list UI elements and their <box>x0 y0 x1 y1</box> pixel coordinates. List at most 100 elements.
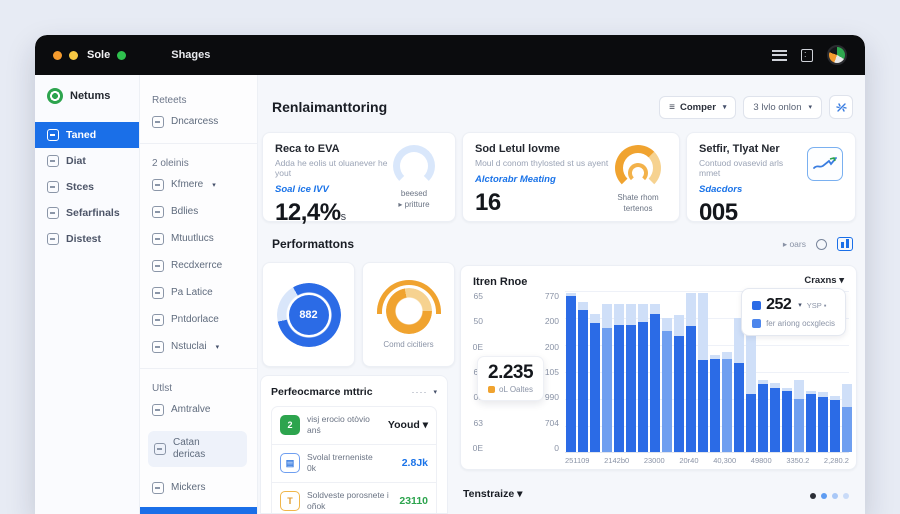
sidebar-item[interactable]: Mickers ▾ <box>152 482 247 494</box>
pagination-dot[interactable] <box>821 493 827 499</box>
bar[interactable] <box>602 291 612 452</box>
sidebar-item[interactable]: Amtralve ▾ <box>152 404 247 416</box>
sidebar-item[interactable]: Nstuclai ▾ <box>152 341 247 353</box>
x-tick-label: 20r40 <box>679 456 699 465</box>
bar[interactable] <box>794 291 804 452</box>
bar[interactable] <box>638 291 648 452</box>
more-menu-icon[interactable]: ···· <box>411 387 428 397</box>
card-link[interactable]: Alctorabr Meating <box>475 174 556 185</box>
y-tick-label: 770 <box>544 291 559 301</box>
card-link[interactable]: Soal ice IVV <box>275 184 329 195</box>
warning-icon <box>47 233 59 245</box>
pagination-dot[interactable] <box>832 493 838 499</box>
chevron-down-icon[interactable]: ▾ <box>433 389 437 396</box>
sidebar-item[interactable]: Kfmere ▾ <box>152 179 247 191</box>
card-subtitle: Moul d conom thylosted st us ayent <box>475 158 609 168</box>
sidebar-item[interactable]: Taned <box>35 122 139 148</box>
bar[interactable] <box>818 291 828 452</box>
sidebar-section-header: Reteets <box>152 95 187 106</box>
flag-icon <box>154 443 166 455</box>
bar[interactable] <box>698 291 708 452</box>
metric-row[interactable]: T Soldveste porosnete i oñok 23110 <box>272 483 436 513</box>
bar[interactable] <box>758 291 768 452</box>
bar[interactable] <box>746 291 756 452</box>
x-axis-labels: 251109 2142b0 23000 20r40 40,300 49800 3350.2 2… <box>565 456 849 465</box>
bar[interactable] <box>674 291 684 452</box>
trend-chart-icon <box>807 147 843 181</box>
bar[interactable] <box>830 291 840 452</box>
sidebar-item[interactable]: Sefarfinals <box>35 200 139 226</box>
pagination-dot[interactable] <box>810 493 816 499</box>
window-control-dot[interactable] <box>69 50 78 60</box>
card-value: 12,4%s <box>275 199 346 226</box>
titlebar-tab[interactable]: Shages <box>171 49 211 61</box>
bar[interactable] <box>590 291 600 452</box>
y-tick-label: 0E <box>472 442 483 453</box>
y-tick-label: 704 <box>544 417 559 428</box>
sidebar-item[interactable]: Diat <box>35 148 139 174</box>
sidebar-item[interactable]: Dncarcess ▾ <box>152 116 247 128</box>
bar[interactable] <box>626 291 636 452</box>
sidebar-item[interactable]: Pntdorlace ▾ <box>152 314 247 326</box>
window-control-dot[interactable] <box>53 50 62 60</box>
gauge-arc-icon <box>393 145 435 187</box>
chart-menu-dropdown[interactable]: Craxns ▾ <box>804 275 844 286</box>
sidebar-item[interactable]: Bdlies ▾ <box>152 206 247 218</box>
chevron-down-icon[interactable]: ▾ <box>798 302 802 309</box>
gauge-arc-icon <box>615 145 661 191</box>
chart-view-toggle-icon[interactable] <box>837 237 853 251</box>
y-tick-label: 50 <box>473 316 483 327</box>
card-title: Reca to EVA <box>275 143 340 155</box>
gauge-caption: tertenos <box>623 204 653 213</box>
panel-title: Perfeocmarce mttric <box>271 386 373 398</box>
tooltip-label: oL Oaltes <box>499 385 533 394</box>
x-tick-label: 23000 <box>643 456 665 465</box>
sidebar-item[interactable]: Recdxerrce ▾ <box>152 260 247 272</box>
sidebar-item[interactable]: Mtuutlucs ▾ <box>152 233 247 245</box>
bar[interactable] <box>782 291 792 452</box>
filter-button[interactable]: ≡ Comper ▾ <box>659 95 737 119</box>
sidebar-item[interactable]: Stces <box>35 174 139 200</box>
pagination-dot[interactable] <box>843 493 849 499</box>
sparkle-button[interactable] <box>829 95 853 119</box>
metric-row[interactable]: ▤ Svolal trerneniste 0k 2.8Jk <box>272 445 436 483</box>
bar[interactable] <box>566 291 576 452</box>
chart-tooltip: 2.235 oL Oaltes <box>477 356 545 401</box>
bar[interactable] <box>806 291 816 452</box>
bar[interactable] <box>770 291 780 452</box>
bar[interactable] <box>650 291 660 452</box>
bar[interactable] <box>734 291 744 452</box>
legend-tag: YSP ▪ <box>806 300 827 310</box>
panel-icon <box>152 116 164 128</box>
bar[interactable] <box>842 291 852 452</box>
card-link[interactable]: Sdacdors <box>699 184 743 195</box>
tooltip-swatch <box>488 386 495 393</box>
footer-dropdown[interactable]: Tenstraize ▾ <box>463 488 523 500</box>
sidebar-item[interactable]: Pa Latice ▾ <box>152 287 247 299</box>
view-dropdown[interactable]: 3 lvlo onlon ▾ <box>743 95 822 119</box>
donut-chart <box>385 288 432 334</box>
circle-toggle-icon[interactable] <box>816 238 827 250</box>
sidebar-item[interactable]: Catan dericas ▾ <box>148 431 247 467</box>
grid-icon <box>152 287 164 299</box>
metric-row[interactable]: 2 visj erocio otòvio anś Yooud ▾ <box>272 407 436 445</box>
chart-legend: 252 ▾ YSP ▪ fer ariong ocxglecis <box>741 288 846 336</box>
gauge-caption: beesed <box>400 189 428 198</box>
blue-doc-icon: ▤ <box>280 453 300 474</box>
y-tick-label: 990 <box>544 392 559 403</box>
bar[interactable] <box>722 291 732 452</box>
x-tick-label: 2142b0 <box>604 456 630 465</box>
y-tick-label: 105 <box>544 366 559 377</box>
menu-icon[interactable] <box>772 49 787 61</box>
bar[interactable] <box>614 291 624 452</box>
avatar[interactable] <box>827 45 847 65</box>
notes-icon[interactable] <box>801 48 813 62</box>
stat-card-volume: Sod Letul lovme Moul d conom thylosted s… <box>462 132 680 222</box>
chevron-down-icon: ▾ <box>808 104 812 111</box>
bar[interactable] <box>710 291 720 452</box>
stat-card-net: Setfir, Tlyat Ner Contuod ovasevid arls … <box>686 132 856 226</box>
sidebar-item[interactable]: Distest <box>35 226 139 252</box>
bar[interactable] <box>662 291 672 452</box>
bar[interactable] <box>578 291 588 452</box>
bar[interactable] <box>686 291 696 452</box>
